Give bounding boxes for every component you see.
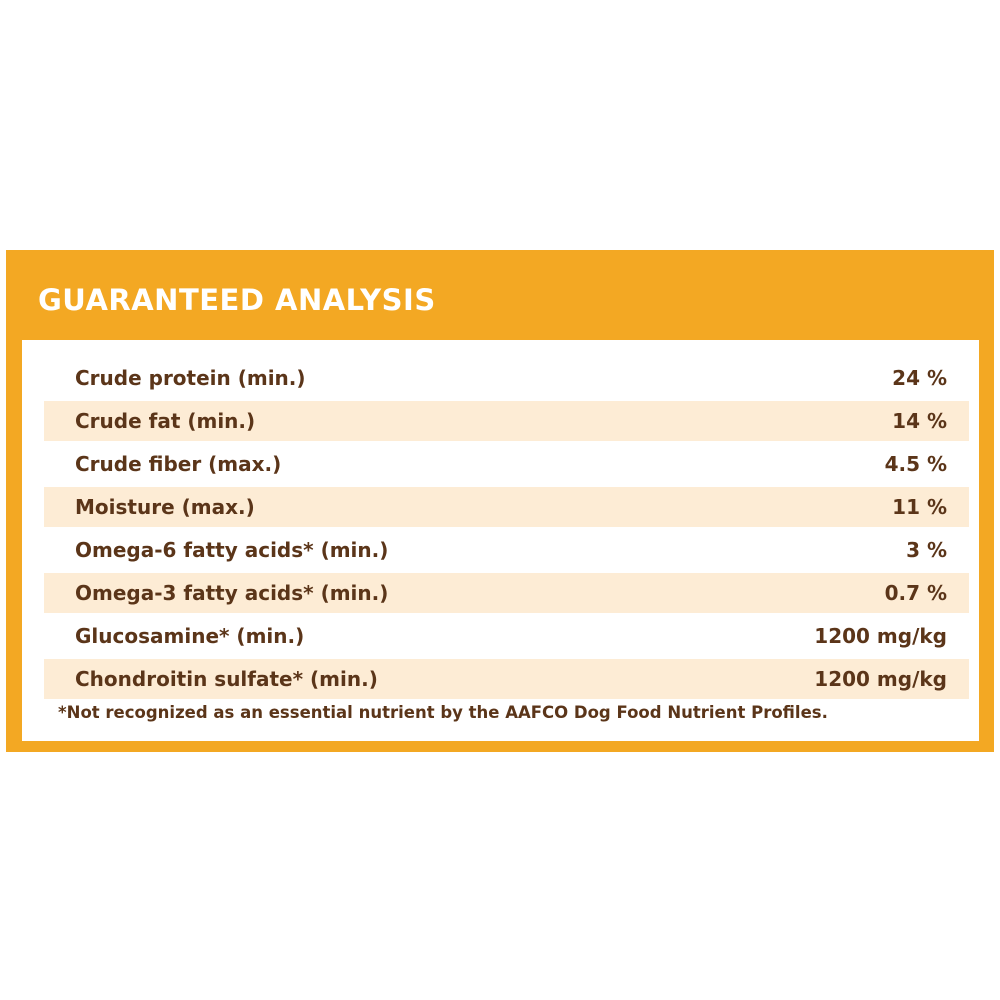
- table-row-chondroitin: Chondroitin sulfate* (min.) 1200 mg/kg: [44, 659, 969, 699]
- row-label: Crude protein (min.): [75, 366, 306, 390]
- panel-title: GUARANTEED ANALYSIS: [38, 283, 436, 317]
- row-value: 0.7 %: [884, 581, 947, 605]
- row-value: 1200 mg/kg: [814, 667, 947, 691]
- row-label: Glucosamine* (min.): [75, 624, 305, 648]
- row-label: Moisture (max.): [75, 495, 255, 519]
- row-value: 14 %: [892, 409, 947, 433]
- footnote: *Not recognized as an essential nutrient…: [58, 703, 828, 722]
- row-label: Omega-3 fatty acids* (min.): [75, 581, 389, 605]
- row-value: 4.5 %: [884, 452, 947, 476]
- table-row-omega-6: Omega-6 fatty acids* (min.) 3 %: [44, 530, 969, 570]
- row-label: Omega-6 fatty acids* (min.): [75, 538, 389, 562]
- row-label: Chondroitin sulfate* (min.): [75, 667, 378, 691]
- row-value: 24 %: [892, 366, 947, 390]
- table-row-crude-fat: Crude fat (min.) 14 %: [44, 401, 969, 441]
- row-value: 3 %: [906, 538, 947, 562]
- row-label: Crude fiber (max.): [75, 452, 282, 476]
- table-row-moisture: Moisture (max.) 11 %: [44, 487, 969, 527]
- row-value: 11 %: [892, 495, 947, 519]
- table-row-crude-protein: Crude protein (min.) 24 %: [44, 358, 969, 398]
- table-row-crude-fiber: Crude fiber (max.) 4.5 %: [44, 444, 969, 484]
- row-label: Crude fat (min.): [75, 409, 256, 433]
- analysis-table-area: Crude protein (min.) 24 % Crude fat (min…: [22, 340, 979, 741]
- table-row-glucosamine: Glucosamine* (min.) 1200 mg/kg: [44, 616, 969, 656]
- table-row-omega-3: Omega-3 fatty acids* (min.) 0.7 %: [44, 573, 969, 613]
- analysis-table: Crude protein (min.) 24 % Crude fat (min…: [44, 358, 969, 702]
- guaranteed-analysis-panel: GUARANTEED ANALYSIS Crude protein (min.)…: [6, 250, 994, 752]
- row-value: 1200 mg/kg: [814, 624, 947, 648]
